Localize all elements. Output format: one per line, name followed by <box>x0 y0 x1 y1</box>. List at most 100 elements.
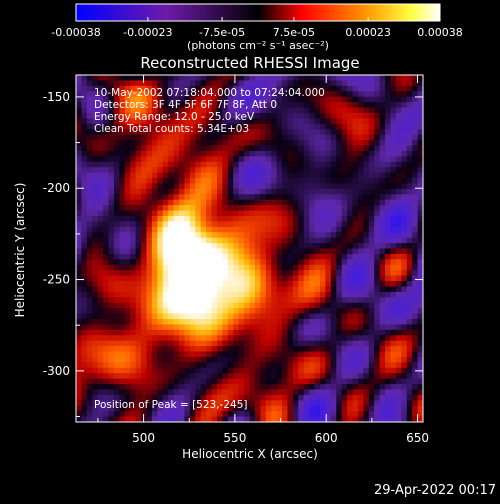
heatmap-cell <box>347 270 353 277</box>
heatmap-cell <box>244 167 250 173</box>
heatmap-cell <box>92 210 99 217</box>
heatmap-cell <box>357 405 364 412</box>
heatmap-cell <box>76 96 82 103</box>
heatmap-cell <box>86 389 93 396</box>
heatmap-cell <box>325 194 332 201</box>
heatmap-cell <box>249 329 256 336</box>
heatmap-cell <box>385 194 391 201</box>
heatmap-cell <box>336 237 343 244</box>
heatmap-cell <box>227 237 234 244</box>
heatmap-cell <box>206 356 212 363</box>
heatmap-cell <box>233 253 240 260</box>
heatmap-cell <box>287 199 294 206</box>
heatmap-cell <box>238 313 245 320</box>
heatmap-cell <box>124 411 131 417</box>
heatmap-cell <box>314 96 321 103</box>
heatmap-cell <box>287 150 294 157</box>
heatmap-cell <box>298 389 305 396</box>
heatmap-cell <box>135 324 142 331</box>
heatmap-cell <box>271 324 278 331</box>
heatmap-cell <box>417 75 423 81</box>
heatmap-cell <box>260 237 267 244</box>
heatmap-cell <box>211 329 218 336</box>
heatmap-cell <box>357 253 364 260</box>
heatmap-cell <box>385 270 391 277</box>
heatmap-cell <box>151 215 158 222</box>
heatmap-cell <box>244 362 250 369</box>
heatmap-cell <box>330 248 337 255</box>
heatmap-cell <box>379 394 386 401</box>
heatmap-cell <box>254 96 261 103</box>
heatmap-cell <box>119 221 126 228</box>
heatmap-cell <box>319 156 326 163</box>
heatmap-cell <box>119 362 126 369</box>
heatmap-cell <box>206 378 212 385</box>
heatmap-cell <box>184 156 191 163</box>
heatmap-cell <box>130 96 137 103</box>
heatmap-cell <box>282 232 288 239</box>
heatmap-cell <box>298 416 305 422</box>
heatmap-cell <box>276 194 283 201</box>
heatmap-cell <box>395 362 402 369</box>
heatmap-cell <box>146 329 153 336</box>
heatmap-cell <box>271 297 278 304</box>
heatmap-cell <box>352 215 359 222</box>
heatmap-cell <box>330 389 337 396</box>
heatmap-cell <box>406 400 413 407</box>
heatmap-cell <box>385 167 391 173</box>
heatmap-cell <box>189 340 196 347</box>
heatmap-cell <box>168 123 174 130</box>
heatmap-cell <box>238 75 245 81</box>
plot-frame <box>75 74 424 423</box>
heatmap-cell <box>401 221 408 228</box>
heatmap-cell <box>379 329 386 336</box>
heatmap-cell <box>336 286 343 293</box>
heatmap-cell <box>271 270 278 277</box>
heatmap-cell <box>314 270 321 277</box>
heatmap-cell <box>195 394 202 401</box>
heatmap-cell <box>157 145 164 152</box>
heatmap-cell <box>81 150 88 157</box>
heatmap-cell <box>314 324 321 331</box>
heatmap-cell <box>336 107 343 114</box>
heatmap-cell <box>357 248 364 255</box>
heatmap-cell <box>395 226 402 233</box>
heatmap-cell <box>287 340 294 347</box>
heatmap-cell <box>206 405 212 412</box>
heatmap-cell <box>363 150 370 157</box>
heatmap-cell <box>151 91 158 98</box>
heatmap-cell <box>330 205 337 211</box>
heatmap-cell <box>113 75 120 81</box>
heatmap-cell <box>341 313 348 320</box>
heatmap-cell <box>151 308 158 314</box>
heatmap-cell <box>200 373 207 380</box>
heatmap-cell <box>379 253 386 260</box>
heatmap-cell <box>92 194 99 201</box>
heatmap-cell <box>76 302 82 309</box>
heatmap-cell <box>276 215 283 222</box>
heatmap-cell <box>379 75 386 81</box>
heatmap-cell <box>189 129 196 136</box>
heatmap-cell <box>222 411 229 417</box>
heatmap-cell <box>189 394 196 401</box>
heatmap-cell <box>200 102 207 108</box>
heatmap-cell <box>211 156 218 163</box>
heatmap-cell <box>238 172 245 179</box>
heatmap-cell <box>97 194 104 201</box>
heatmap-cell <box>119 96 126 103</box>
heatmap-cell <box>395 297 402 304</box>
heatmap-cell <box>113 259 120 266</box>
heatmap-cell <box>200 259 207 266</box>
heatmap-cell <box>179 346 185 352</box>
heatmap-cell <box>189 302 196 309</box>
heatmap-cell <box>395 161 402 168</box>
heatmap-cell <box>249 102 256 108</box>
heatmap-cell <box>157 356 164 363</box>
heatmap-cell <box>86 394 93 401</box>
heatmap-cell <box>173 384 180 390</box>
heatmap-cell <box>271 194 278 201</box>
heatmap-cell <box>124 199 131 206</box>
heatmap-cell <box>292 318 299 325</box>
heatmap-cell <box>86 405 93 412</box>
heatmap-cell <box>282 253 288 260</box>
